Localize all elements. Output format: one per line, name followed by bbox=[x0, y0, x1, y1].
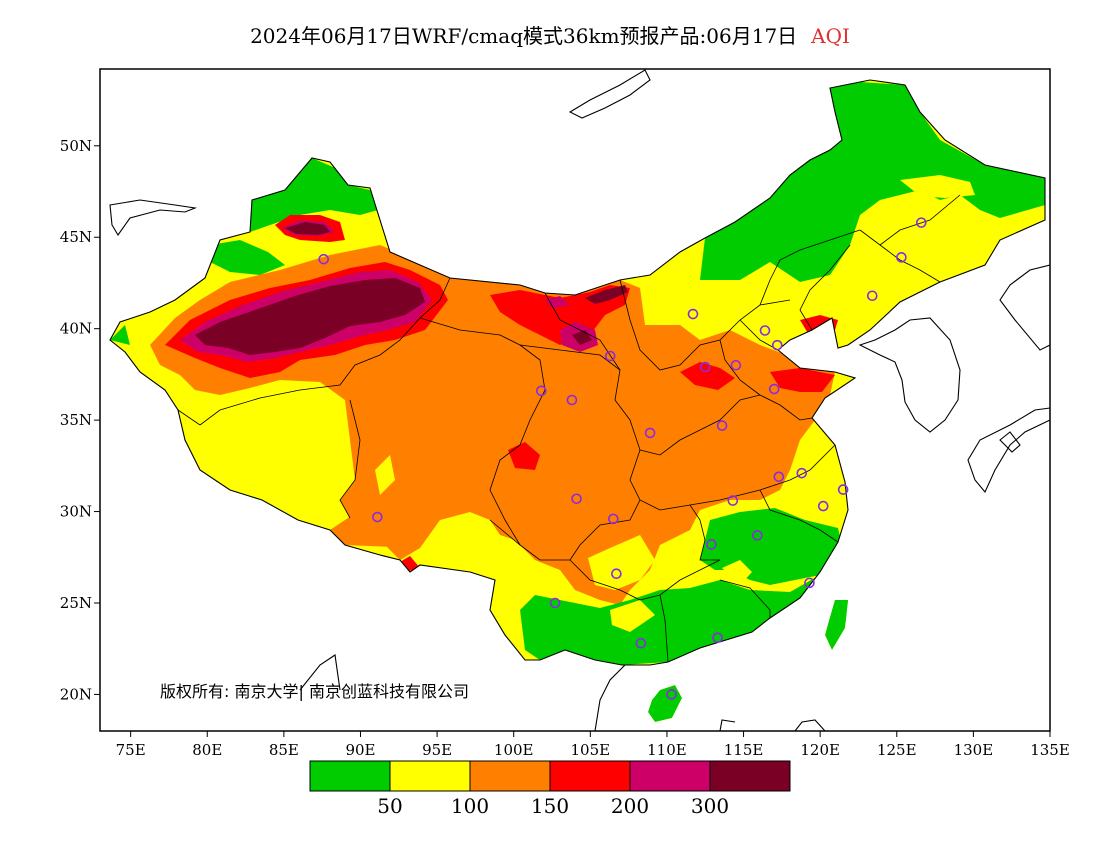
station-marker bbox=[706, 539, 717, 550]
lat-tick-label: 40N bbox=[60, 320, 92, 338]
lon-tick-label: 130E bbox=[954, 741, 994, 759]
station-marker bbox=[604, 350, 616, 362]
station-marker bbox=[666, 689, 677, 700]
legend-label: 300 bbox=[691, 794, 729, 818]
station-marker bbox=[915, 217, 927, 228]
lat-tick-label: 45N bbox=[60, 228, 92, 246]
station-marker bbox=[716, 420, 728, 431]
lon-tick-label: 85E bbox=[269, 741, 299, 759]
station-marker bbox=[644, 427, 656, 439]
copyright-text: 版权所有: 南京大学| 南京创蓝科技有限公司 bbox=[160, 682, 469, 701]
province-borders bbox=[109, 79, 1046, 666]
station-marker bbox=[318, 253, 330, 265]
station-marker bbox=[535, 385, 547, 397]
lat-tick-label: 50N bbox=[60, 137, 92, 155]
legend-swatch bbox=[549, 760, 631, 792]
station-marker bbox=[699, 361, 711, 373]
lon-tick-label: 120E bbox=[800, 741, 840, 759]
legend-label: 150 bbox=[531, 794, 569, 818]
station-marker bbox=[608, 513, 619, 525]
station-marker bbox=[611, 568, 622, 580]
lat-tick-label: 20N bbox=[60, 685, 92, 703]
lon-tick-label: 75E bbox=[116, 741, 146, 759]
station-marker bbox=[372, 511, 383, 523]
station-marker bbox=[771, 339, 783, 351]
station-marker bbox=[549, 597, 561, 609]
legend-swatch bbox=[469, 760, 551, 792]
station-marker bbox=[896, 252, 907, 263]
map-title: 2024年06月17日WRF/cmaq模式36km预报产品:06月17日 AQI bbox=[0, 20, 1100, 49]
legend-label: 200 bbox=[611, 794, 649, 818]
station-marker bbox=[796, 467, 808, 479]
station-marker bbox=[817, 500, 829, 512]
station-marker bbox=[804, 577, 815, 589]
legend-label: 50 bbox=[377, 794, 402, 818]
lon-tick-label: 105E bbox=[571, 741, 611, 759]
lat-tick-label: 25N bbox=[60, 594, 92, 612]
station-marker bbox=[687, 308, 699, 320]
axis-ticks: 75E 80E 85E 90E 95E 100E 105E 110E 115E 120E 125E 1… bbox=[60, 137, 1070, 759]
lat-tick-label: 30N bbox=[60, 503, 92, 521]
legend-swatch bbox=[389, 760, 471, 792]
station-markers bbox=[318, 217, 927, 700]
legend-swatch bbox=[709, 760, 791, 792]
station-marker bbox=[837, 484, 849, 495]
station-marker bbox=[727, 495, 739, 506]
aqi-legend: 50 100 150 200 300 bbox=[309, 760, 791, 818]
station-marker bbox=[773, 471, 785, 483]
lon-tick-label: 110E bbox=[647, 741, 687, 759]
station-marker bbox=[635, 637, 647, 649]
station-marker bbox=[712, 632, 723, 644]
legend-swatch bbox=[309, 760, 391, 792]
station-marker bbox=[730, 359, 742, 371]
legend-label: 100 bbox=[451, 794, 489, 818]
title-text: 2024年06月17日WRF/cmaq模式36km预报产品:06月17日 bbox=[250, 24, 798, 48]
lat-tick-label: 35N bbox=[60, 411, 92, 429]
station-marker bbox=[571, 493, 582, 505]
lon-tick-label: 90E bbox=[345, 741, 375, 759]
station-marker bbox=[759, 325, 771, 336]
lon-tick-label: 100E bbox=[494, 741, 534, 759]
station-marker bbox=[752, 530, 763, 541]
map-frame bbox=[99, 68, 1051, 732]
legend-swatch bbox=[629, 760, 711, 792]
title-variable: AQI bbox=[811, 24, 850, 48]
lon-tick-label: 135E bbox=[1030, 741, 1070, 759]
station-marker bbox=[768, 383, 780, 395]
station-marker bbox=[566, 394, 578, 406]
station-marker bbox=[866, 290, 878, 302]
lon-tick-label: 95E bbox=[422, 741, 452, 759]
lon-tick-label: 115E bbox=[724, 741, 764, 759]
lon-tick-label: 125E bbox=[877, 741, 917, 759]
lon-tick-label: 80E bbox=[192, 741, 222, 759]
